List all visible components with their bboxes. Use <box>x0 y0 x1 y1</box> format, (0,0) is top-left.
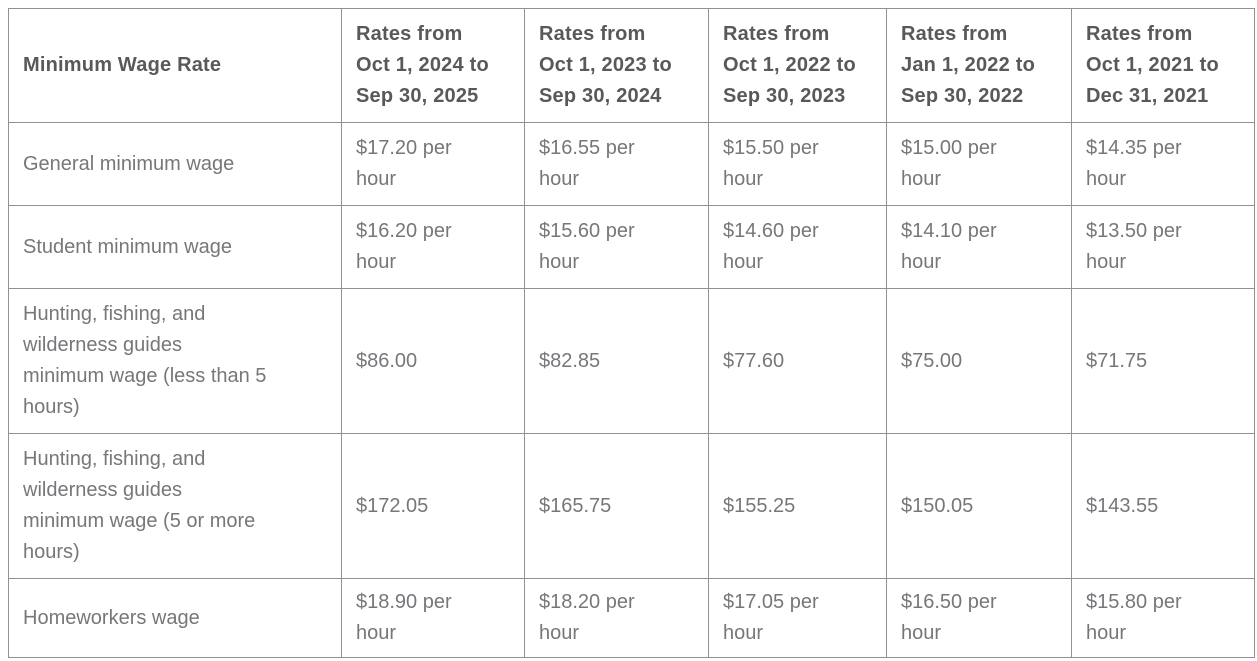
minimum-wage-table: Minimum Wage Rate Rates from Oct 1, 2024… <box>8 8 1255 658</box>
rate-cell: $14.60 per hour <box>708 205 887 289</box>
rate-cell: $77.60 <box>708 288 887 434</box>
row-label: Hunting, fishing, and wilderness guides … <box>8 433 342 579</box>
rate-cell: $165.75 <box>524 433 709 579</box>
rate-cell: $14.10 per hour <box>886 205 1072 289</box>
table-header-row: Minimum Wage Rate Rates from Oct 1, 2024… <box>8 8 1255 123</box>
rate-cell: $15.80 per hour <box>1071 578 1255 658</box>
rate-cell: $82.85 <box>524 288 709 434</box>
row-label: General minimum wage <box>8 122 342 206</box>
rate-cell: $143.55 <box>1071 433 1255 579</box>
rate-cell: $16.55 per hour <box>524 122 709 206</box>
rate-cell: $17.20 per hour <box>341 122 525 206</box>
rate-cell: $150.05 <box>886 433 1072 579</box>
table-row-homeworkers-wage: Homeworkers wage $18.90 per hour $18.20 … <box>8 578 1255 658</box>
rate-cell: $15.50 per hour <box>708 122 887 206</box>
rate-cell: $17.05 per hour <box>708 578 887 658</box>
column-header-minimum-wage-rate: Minimum Wage Rate <box>8 8 342 123</box>
rate-cell: $16.50 per hour <box>886 578 1072 658</box>
table-row-guides-less-than-5-hours: Hunting, fishing, and wilderness guides … <box>8 288 1255 434</box>
table-row-student-minimum-wage: Student minimum wage $16.20 per hour $15… <box>8 205 1255 289</box>
column-header-rates-2022-2023: Rates from Oct 1, 2022 to Sep 30, 2023 <box>708 8 887 123</box>
table-row-guides-5-or-more-hours: Hunting, fishing, and wilderness guides … <box>8 433 1255 579</box>
rate-cell: $18.20 per hour <box>524 578 709 658</box>
rate-cell: $15.60 per hour <box>524 205 709 289</box>
rate-cell: $16.20 per hour <box>341 205 525 289</box>
rate-cell: $86.00 <box>341 288 525 434</box>
row-label: Hunting, fishing, and wilderness guides … <box>8 288 342 434</box>
rate-cell: $14.35 per hour <box>1071 122 1255 206</box>
rate-cell: $75.00 <box>886 288 1072 434</box>
rate-cell: $155.25 <box>708 433 887 579</box>
column-header-rates-oct-dec-2021: Rates from Oct 1, 2021 to Dec 31, 2021 <box>1071 8 1255 123</box>
rate-cell: $13.50 per hour <box>1071 205 1255 289</box>
column-header-rates-2024-2025: Rates from Oct 1, 2024 to Sep 30, 2025 <box>341 8 525 123</box>
column-header-rates-jan-sep-2022: Rates from Jan 1, 2022 to Sep 30, 2022 <box>886 8 1072 123</box>
row-label: Student minimum wage <box>8 205 342 289</box>
rate-cell: $172.05 <box>341 433 525 579</box>
rate-cell: $15.00 per hour <box>886 122 1072 206</box>
row-label: Homeworkers wage <box>8 578 342 658</box>
rate-cell: $18.90 per hour <box>341 578 525 658</box>
rate-cell: $71.75 <box>1071 288 1255 434</box>
table-row-general-minimum-wage: General minimum wage $17.20 per hour $16… <box>8 122 1255 206</box>
column-header-rates-2023-2024: Rates from Oct 1, 2023 to Sep 30, 2024 <box>524 8 709 123</box>
